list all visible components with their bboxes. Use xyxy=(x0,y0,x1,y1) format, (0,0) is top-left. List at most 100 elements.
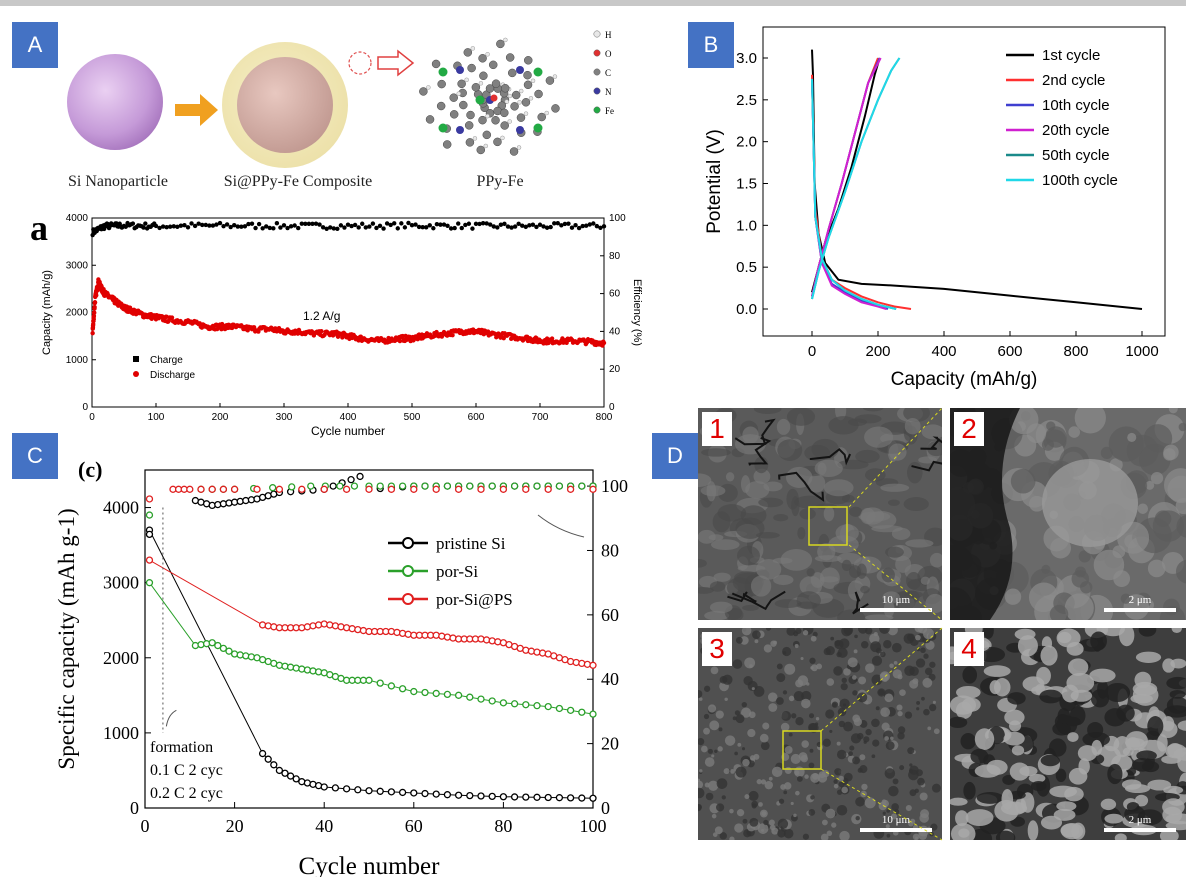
texture-grain xyxy=(704,610,730,620)
data-point-charge xyxy=(285,225,290,231)
texture-grain xyxy=(783,828,794,839)
texture-grain xyxy=(717,746,723,752)
texture-grain xyxy=(768,703,778,712)
texture-grain xyxy=(870,641,882,653)
texture-grain xyxy=(857,767,863,773)
texture-grain xyxy=(761,811,767,816)
y-tick-label: 1000 xyxy=(66,355,89,366)
capacity-point-por-si xyxy=(376,679,384,687)
texture-grain xyxy=(802,833,810,840)
texture-crack xyxy=(748,436,772,466)
data-point-charge xyxy=(530,222,536,227)
atom-carbon xyxy=(478,115,487,125)
atom-nitrogen xyxy=(456,126,464,134)
data-point-charge xyxy=(491,224,496,229)
texture-grain xyxy=(799,576,823,596)
x-tick-label: 700 xyxy=(532,412,549,423)
texture-grain xyxy=(698,787,705,799)
texture-particle xyxy=(1169,689,1186,699)
texture-grain xyxy=(1147,559,1166,578)
texture-grain xyxy=(793,690,804,702)
sem-texture-1 xyxy=(698,408,942,620)
texture-grain xyxy=(754,639,759,644)
texture-particle xyxy=(962,666,978,684)
atom-carbon xyxy=(516,113,526,122)
efficiency-point-por-si-ps xyxy=(275,485,284,493)
data-point-charge xyxy=(299,221,304,226)
y-tick-label: 1.0 xyxy=(736,217,757,234)
texture-grain xyxy=(753,468,771,485)
atom-carbon xyxy=(464,121,474,130)
y-tick-label: 3000 xyxy=(66,260,89,271)
legend-label-c: C xyxy=(605,68,611,78)
texture-grain xyxy=(799,508,816,520)
texture-grain xyxy=(794,644,799,649)
texture-grain xyxy=(701,745,708,753)
texture-grain xyxy=(859,754,866,761)
y-tick-label: 2.0 xyxy=(736,134,757,151)
legend-label-pristine-si: pristine Si xyxy=(436,534,506,553)
data-point-charge xyxy=(477,221,482,227)
y2-tick-label: 0 xyxy=(601,798,610,818)
data-point-charge xyxy=(434,222,440,227)
data-point-charge xyxy=(523,224,528,230)
texture-grain xyxy=(778,798,785,804)
data-point-charge xyxy=(130,221,136,226)
texture-grain xyxy=(740,707,752,718)
data-point-charge xyxy=(367,224,372,229)
texture-particle xyxy=(1036,666,1051,685)
atom-carbon xyxy=(449,110,459,119)
texture-grain xyxy=(857,692,868,703)
texture-grain xyxy=(747,728,756,738)
data-point-charge xyxy=(363,225,368,230)
x-axis-label: Capacity (mAh/g) xyxy=(891,369,1038,390)
texture-grain xyxy=(860,790,867,798)
atom-carbon xyxy=(479,71,488,81)
texture-particle xyxy=(1002,774,1016,786)
texture-grain xyxy=(892,669,902,679)
data-point-charge xyxy=(196,221,201,226)
texture-grain xyxy=(852,714,861,723)
capacity-point-por-si xyxy=(566,706,575,715)
atom-hydrogen xyxy=(472,136,478,141)
data-point-charge xyxy=(221,223,226,229)
texture-grain xyxy=(897,732,905,740)
efficiency-point-por-si xyxy=(307,482,315,490)
data-point-charge xyxy=(185,225,191,230)
texture-grain xyxy=(732,659,743,669)
data-point-charge xyxy=(441,222,447,227)
texture-grain xyxy=(1004,588,1022,605)
data-point-charge xyxy=(214,222,219,227)
texture-particle xyxy=(950,716,968,728)
x-tick-label: 500 xyxy=(404,412,421,423)
texture-particle xyxy=(1017,635,1038,657)
data-point-charge xyxy=(445,223,450,229)
texture-grain xyxy=(796,591,821,610)
atom-carbon xyxy=(509,147,519,156)
texture-particle xyxy=(1064,786,1084,802)
data-point-charge xyxy=(242,224,248,229)
texture-grain xyxy=(704,757,715,767)
texture-grain xyxy=(916,700,921,705)
texture-grain xyxy=(808,713,815,719)
atom-carbon xyxy=(465,138,475,147)
texture-particle xyxy=(1157,734,1168,752)
texture-grain xyxy=(897,710,903,717)
texture-grain xyxy=(834,639,844,650)
texture-particle xyxy=(950,695,977,715)
si-nanoparticle xyxy=(67,54,163,150)
texture-particle xyxy=(1087,721,1104,738)
texture-particle xyxy=(1066,641,1084,656)
texture-grain xyxy=(724,697,728,702)
texture-grain xyxy=(828,416,859,435)
texture-particle xyxy=(1040,645,1058,666)
texture-grain xyxy=(838,775,844,782)
caption-si-ppy-fe-composite: Si@PPy-Fe Composite xyxy=(223,173,373,190)
data-point-charge xyxy=(239,224,244,229)
data-point-charge xyxy=(495,225,500,230)
texture-grain xyxy=(890,736,894,741)
texture-grain xyxy=(793,631,799,637)
x-tick-label: 200 xyxy=(865,343,890,360)
texture-particle xyxy=(1067,732,1079,742)
